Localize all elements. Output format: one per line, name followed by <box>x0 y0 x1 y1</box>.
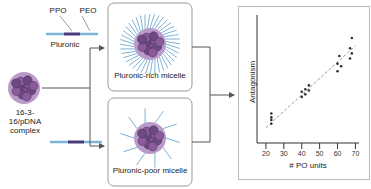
svg-text:20: 20 <box>262 150 270 157</box>
svg-text:70: 70 <box>352 150 360 157</box>
svg-text:60: 60 <box>334 150 342 157</box>
svg-text:Antagonism: Antagonism <box>248 60 257 103</box>
svg-text:50: 50 <box>316 150 324 157</box>
html-text:Pluronic-poor micelle: Pluronic-poor micelle <box>112 166 188 175</box>
html-text:PPO: PPO <box>49 6 67 15</box>
svg-text:# PO units: # PO units <box>289 161 326 170</box>
html-text:Pluronic-rich micelle: Pluronic-rich micelle <box>114 71 186 80</box>
svg-text:40: 40 <box>298 150 306 157</box>
svg-text:30: 30 <box>280 150 288 157</box>
html-text:PEO: PEO <box>79 6 97 15</box>
html-text:Pluronic: Pluronic <box>50 40 80 49</box>
html-text:16-3-16/pDNA complex: 16-3-16/pDNA complex <box>8 108 42 135</box>
